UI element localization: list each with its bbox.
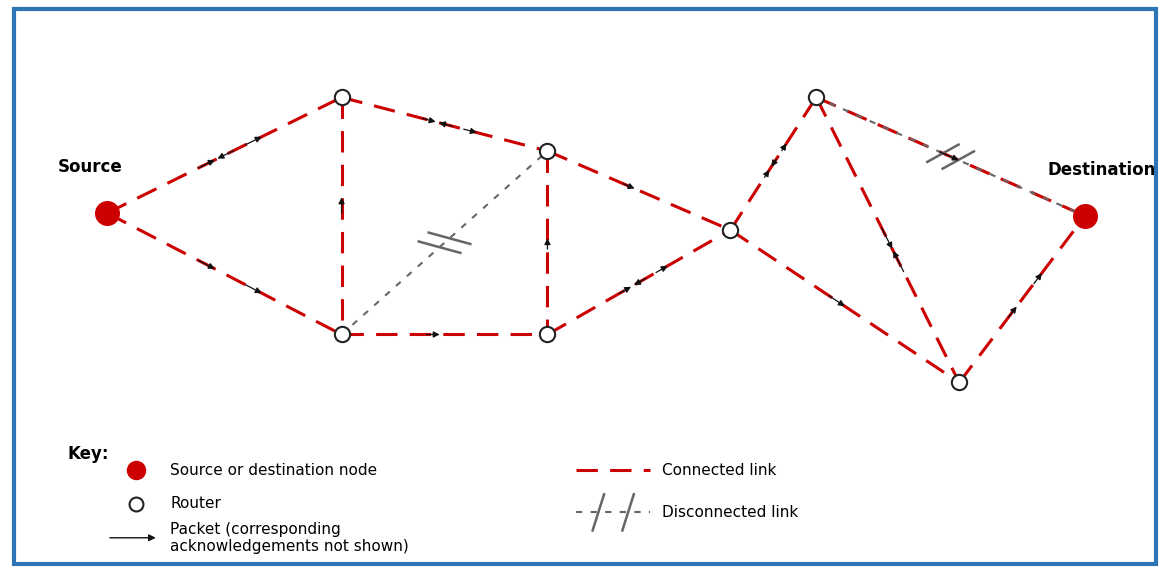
Text: Source or destination node: Source or destination node bbox=[170, 462, 377, 477]
Text: Router: Router bbox=[170, 496, 221, 511]
Text: Packet (corresponding
acknowledgements not shown): Packet (corresponding acknowledgements n… bbox=[170, 521, 408, 554]
Text: Source: Source bbox=[57, 158, 123, 176]
Text: Destination: Destination bbox=[1048, 161, 1156, 179]
Text: Key:: Key: bbox=[67, 445, 109, 462]
Text: Connected link: Connected link bbox=[662, 462, 776, 477]
Text: Disconnected link: Disconnected link bbox=[662, 505, 798, 520]
